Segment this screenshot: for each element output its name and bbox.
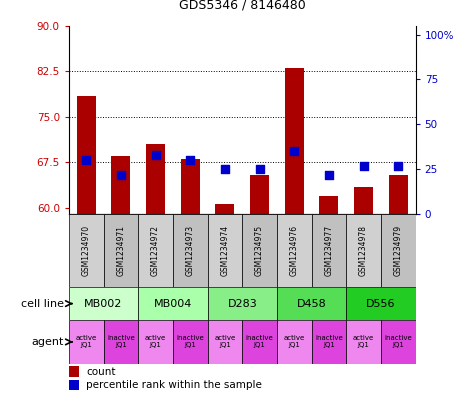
Bar: [180, 160, 200, 214]
Text: MB002: MB002: [85, 299, 123, 309]
Bar: [208, 287, 277, 320]
Text: agent: agent: [32, 337, 64, 347]
Bar: [312, 320, 346, 364]
Text: GSM1234970: GSM1234970: [82, 225, 91, 276]
Bar: [111, 156, 131, 214]
Text: inactive
JQ1: inactive JQ1: [107, 335, 135, 349]
Bar: [319, 196, 339, 214]
Bar: [389, 174, 408, 214]
Text: GSM1234976: GSM1234976: [290, 225, 299, 276]
Bar: [346, 287, 416, 320]
Text: MB004: MB004: [154, 299, 192, 309]
Bar: [138, 214, 173, 287]
Text: D556: D556: [366, 299, 396, 309]
Bar: [277, 320, 312, 364]
Text: GSM1234974: GSM1234974: [220, 225, 229, 276]
Text: GSM1234973: GSM1234973: [186, 225, 195, 276]
Text: GSM1234971: GSM1234971: [116, 225, 125, 276]
Bar: [69, 287, 138, 320]
Bar: [208, 214, 242, 287]
Bar: [242, 320, 277, 364]
Bar: [69, 366, 79, 377]
Text: percentile rank within the sample: percentile rank within the sample: [86, 380, 262, 390]
Bar: [312, 214, 346, 287]
Text: D458: D458: [297, 299, 326, 309]
Bar: [215, 204, 235, 214]
Point: [186, 157, 194, 163]
Point: [117, 171, 124, 178]
Bar: [381, 320, 416, 364]
Text: GSM1234977: GSM1234977: [324, 225, 333, 276]
Bar: [138, 320, 173, 364]
Bar: [381, 214, 416, 287]
Bar: [250, 174, 269, 214]
Bar: [346, 214, 381, 287]
Text: active
JQ1: active JQ1: [214, 335, 236, 349]
Point: [256, 166, 264, 173]
Text: inactive
JQ1: inactive JQ1: [315, 335, 343, 349]
Text: cell line: cell line: [21, 299, 64, 309]
Text: GSM1234975: GSM1234975: [255, 225, 264, 276]
Point: [221, 166, 229, 173]
Point: [325, 171, 332, 178]
Bar: [69, 214, 104, 287]
Point: [152, 152, 160, 158]
Text: D283: D283: [228, 299, 257, 309]
Text: inactive
JQ1: inactive JQ1: [384, 335, 412, 349]
Text: active
JQ1: active JQ1: [76, 335, 97, 349]
Bar: [104, 214, 138, 287]
Bar: [173, 214, 208, 287]
Bar: [138, 287, 208, 320]
Bar: [69, 320, 104, 364]
Point: [291, 148, 298, 154]
Text: inactive
JQ1: inactive JQ1: [176, 335, 204, 349]
Bar: [69, 380, 79, 390]
Text: GSM1234972: GSM1234972: [151, 225, 160, 276]
Bar: [146, 144, 165, 214]
Bar: [277, 287, 346, 320]
Bar: [208, 320, 242, 364]
Text: active
JQ1: active JQ1: [284, 335, 305, 349]
Bar: [354, 187, 373, 214]
Text: GDS5346 / 8146480: GDS5346 / 8146480: [179, 0, 305, 12]
Bar: [173, 320, 208, 364]
Text: active
JQ1: active JQ1: [145, 335, 166, 349]
Text: GSM1234979: GSM1234979: [394, 225, 403, 276]
Bar: [242, 214, 277, 287]
Bar: [285, 68, 304, 214]
Bar: [346, 320, 381, 364]
Point: [83, 157, 90, 163]
Text: inactive
JQ1: inactive JQ1: [246, 335, 274, 349]
Text: count: count: [86, 367, 116, 377]
Text: GSM1234978: GSM1234978: [359, 225, 368, 276]
Bar: [277, 214, 312, 287]
Point: [360, 163, 368, 169]
Bar: [76, 95, 96, 214]
Bar: [104, 320, 138, 364]
Point: [394, 163, 402, 169]
Text: active
JQ1: active JQ1: [353, 335, 374, 349]
